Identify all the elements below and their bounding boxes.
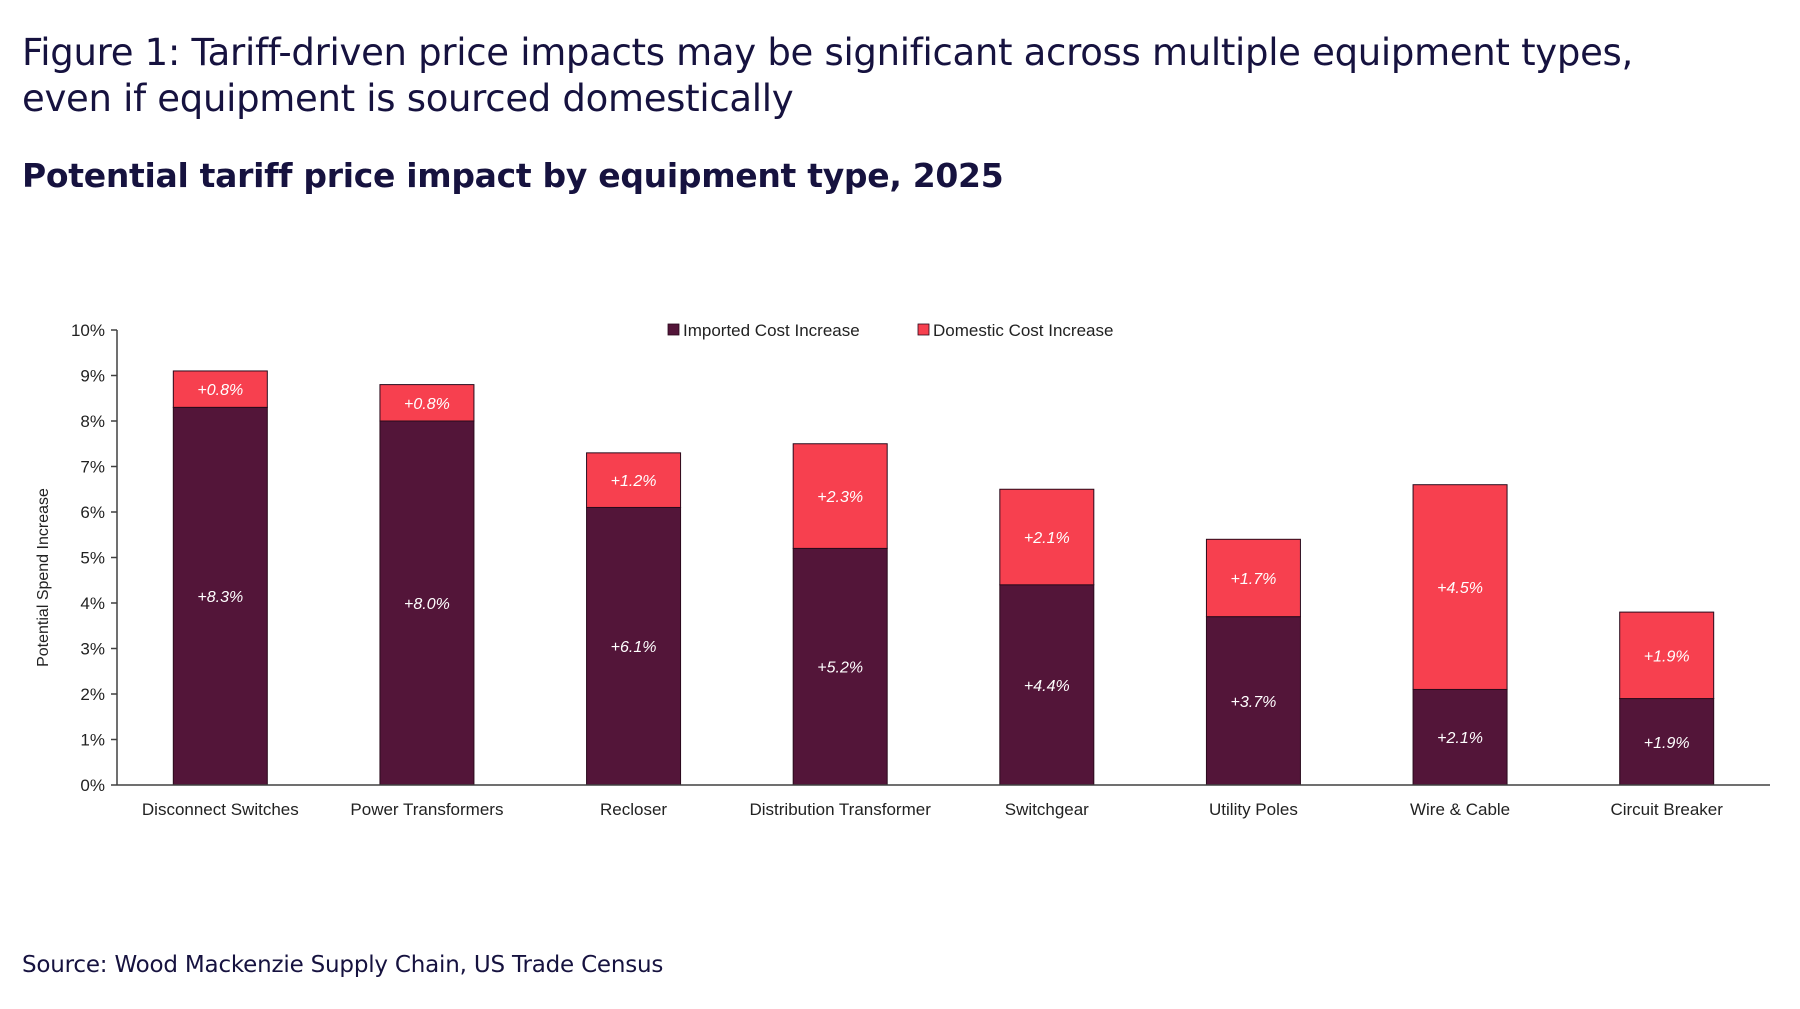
data-label: +1.7% (1231, 571, 1277, 588)
bar-segment (1412, 484, 1508, 690)
x-tick-label: Wire & Cable (1410, 800, 1510, 819)
data-label: +2.1% (1024, 530, 1070, 547)
bar-segment (586, 452, 682, 508)
data-label: +2.1% (1437, 730, 1483, 747)
data-label: +5.2% (817, 660, 863, 677)
bar-segment (1205, 616, 1301, 786)
x-tick-label: Recloser (600, 800, 667, 819)
legend-label: Domestic Cost Increase (933, 321, 1113, 340)
bar-segment (1619, 611, 1715, 700)
figure-title: Figure 1: Tariff-driven price impacts ma… (22, 31, 1633, 120)
data-label: +6.1% (611, 639, 657, 656)
y-tick-label: 4% (80, 594, 105, 613)
data-label: +3.7% (1231, 694, 1277, 711)
data-label: +4.4% (1024, 678, 1070, 695)
y-tick-label: 7% (80, 458, 105, 477)
y-tick-label: 9% (80, 367, 105, 386)
data-label: +0.8% (197, 382, 243, 399)
bar-segment (586, 506, 682, 786)
x-tick-label: Disconnect Switches (142, 800, 299, 819)
y-axis-title: Potential Spend Increase (35, 488, 52, 667)
data-label: +1.9% (1644, 648, 1690, 665)
data-label: +2.3% (817, 489, 863, 506)
y-tick-label: 8% (80, 412, 105, 431)
legend-label: Imported Cost Increase (683, 321, 860, 340)
bar-segment (172, 406, 268, 786)
y-tick-label: 2% (80, 685, 105, 704)
x-tick-label: Switchgear (1005, 800, 1089, 819)
bar-segment (379, 384, 475, 422)
y-tick-label: 3% (80, 640, 105, 659)
x-tick-label: Distribution Transformer (749, 800, 931, 819)
bar-segment (792, 443, 888, 549)
stacked-bar-chart: 0% 1% 2% 3% 4% 5% 6% 7% 8% 9% 10% Potential Spend I… (35, 321, 1770, 819)
source-note: Source: Wood Mackenzie Supply Chain, US … (22, 952, 664, 978)
bar-segment (999, 488, 1095, 586)
data-label: +8.3% (197, 589, 243, 606)
figure-subtitle: Potential tariff price impact by equipme… (22, 156, 1004, 195)
data-label: +4.5% (1437, 580, 1483, 597)
y-tick-label: 0% (80, 776, 105, 795)
x-tick-label: Utility Poles (1209, 800, 1298, 819)
x-tick-label: Circuit Breaker (1610, 800, 1723, 819)
legend-swatch (917, 323, 930, 336)
bar-segment (1205, 538, 1301, 618)
bar-segment (792, 547, 888, 786)
data-label: +1.2% (611, 473, 657, 490)
bar-segment (172, 370, 268, 408)
y-tick-label: 10% (71, 321, 105, 340)
legend-swatch (667, 323, 680, 336)
y-tick-label: 5% (80, 549, 105, 568)
y-tick-label: 6% (80, 503, 105, 522)
data-label: +0.8% (404, 396, 450, 413)
y-tick-label: 1% (80, 731, 105, 750)
data-label: +8.0% (404, 596, 450, 613)
x-tick-label: Power Transformers (350, 800, 503, 819)
data-label: +1.9% (1644, 735, 1690, 752)
